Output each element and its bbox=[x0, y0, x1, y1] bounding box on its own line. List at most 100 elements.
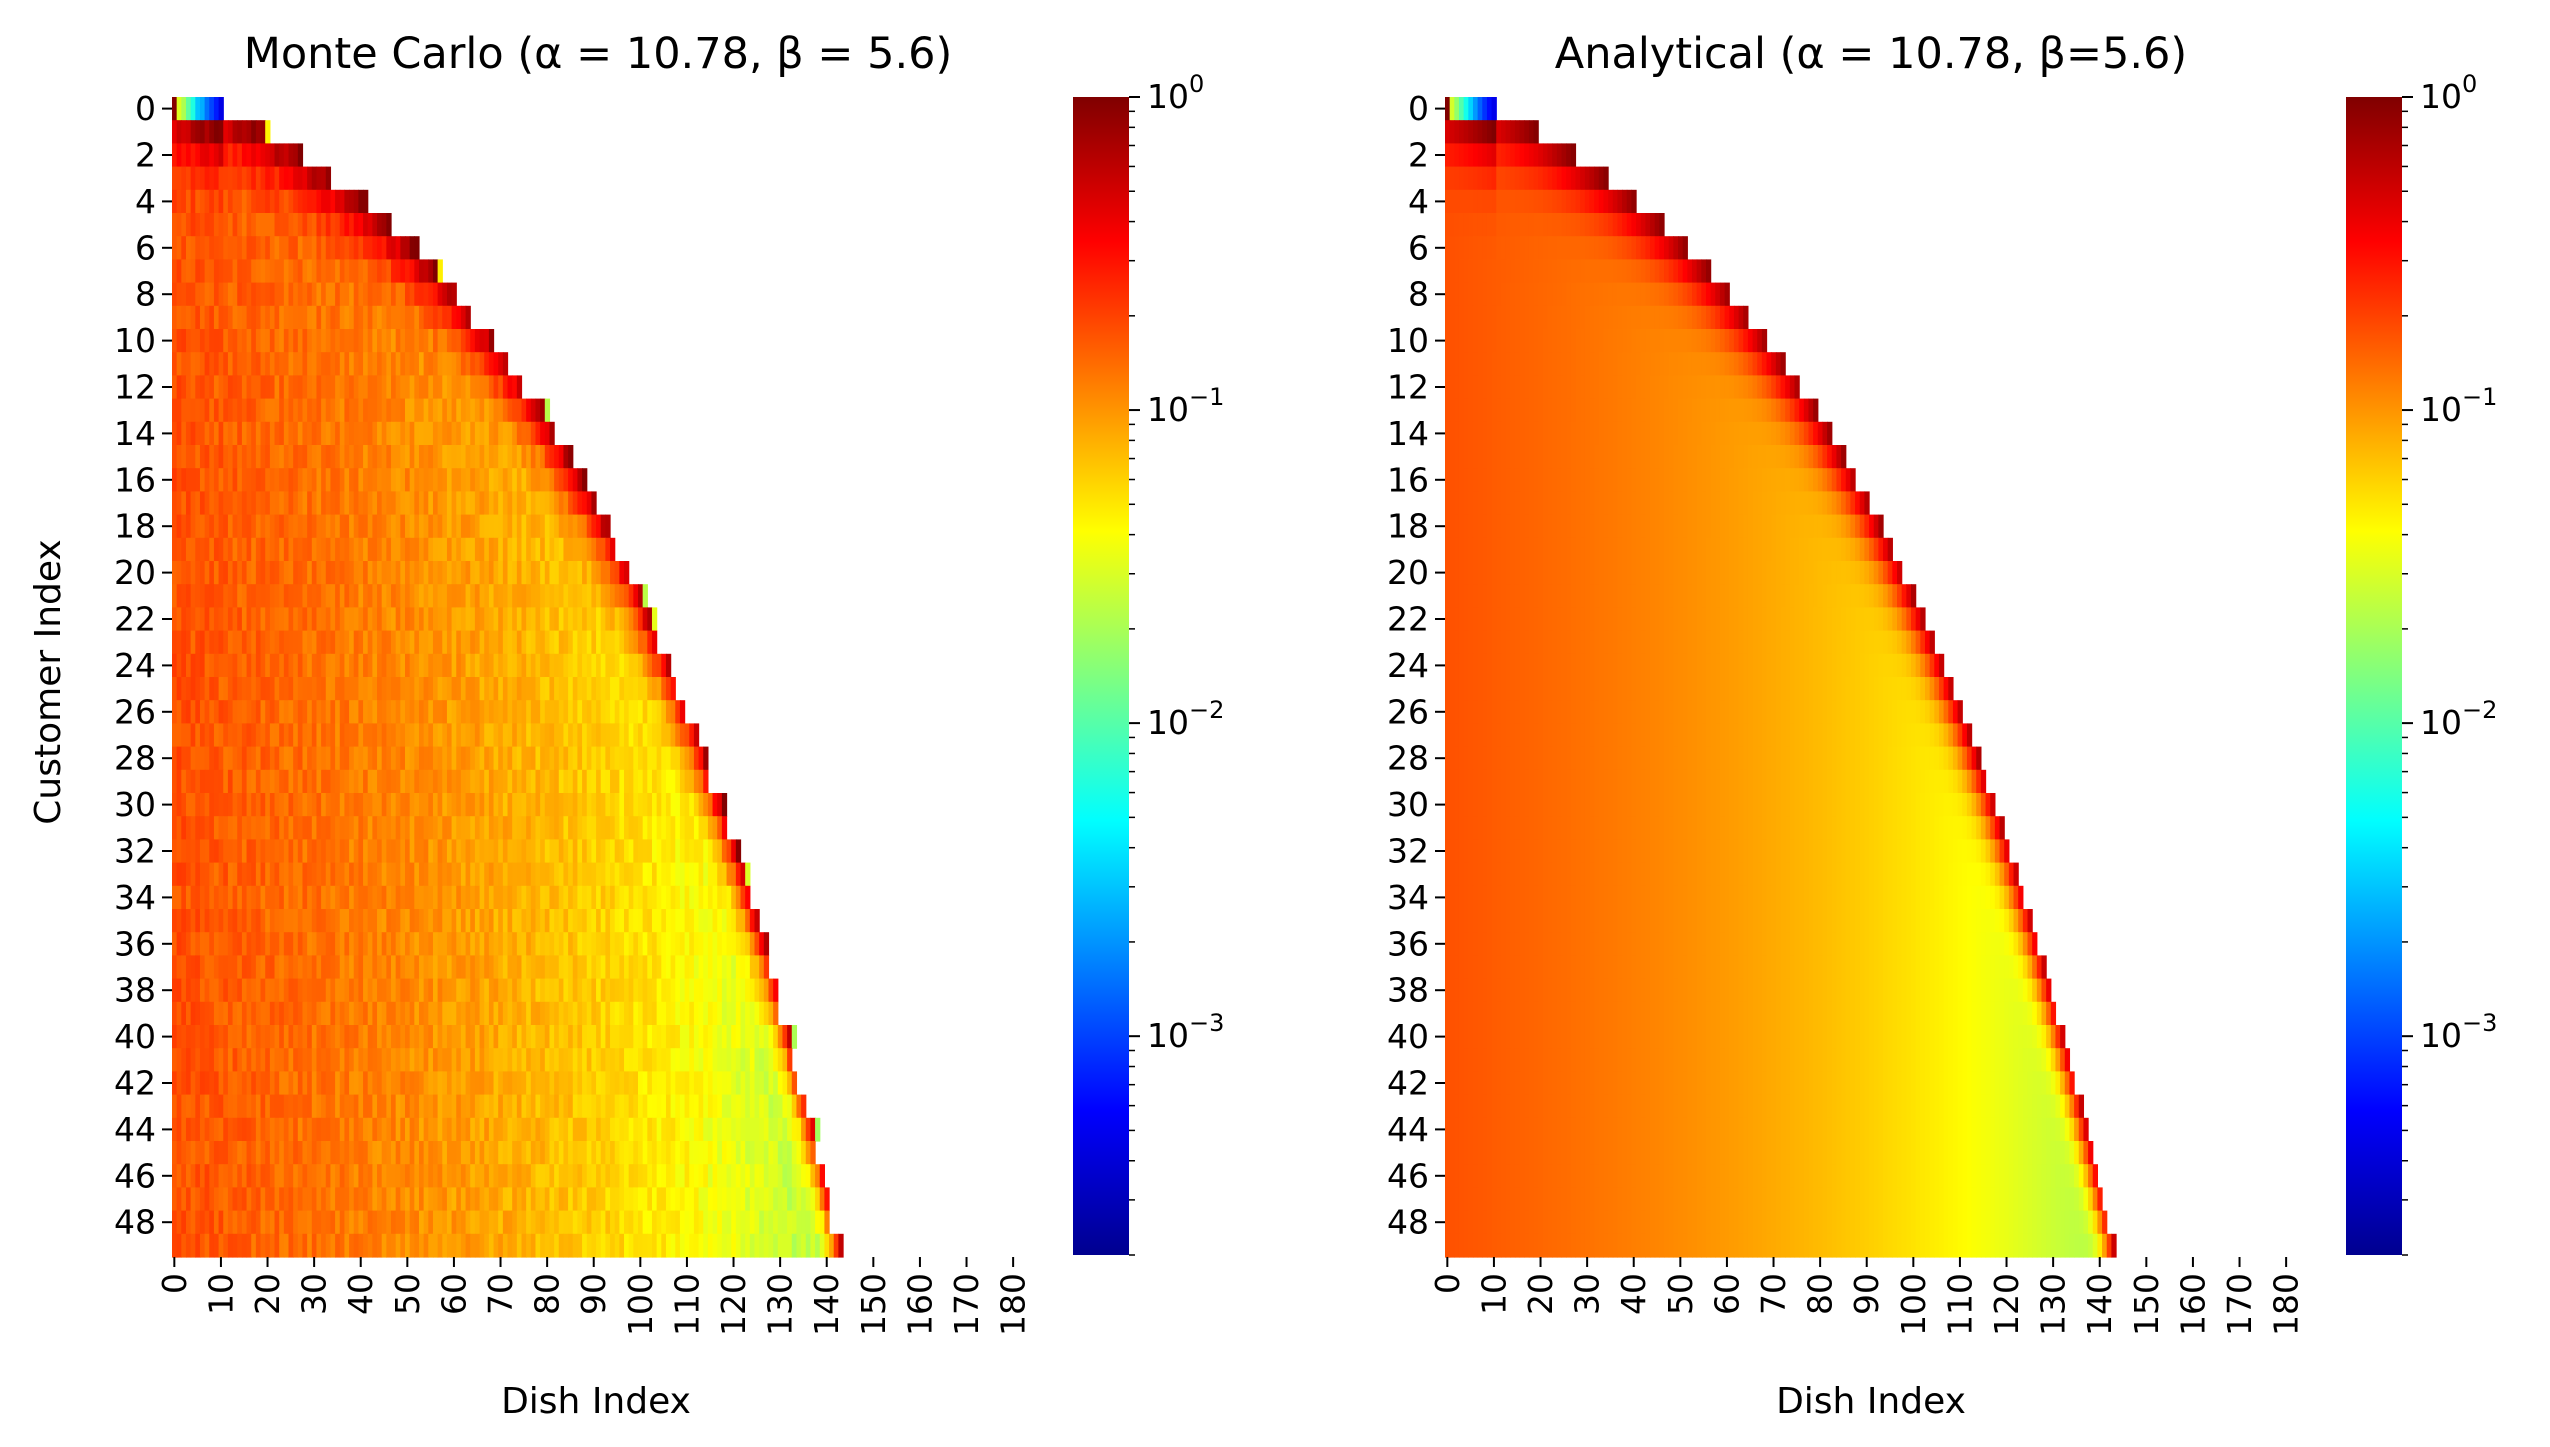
heatmap-cell bbox=[638, 932, 644, 956]
heatmap-cell bbox=[349, 1187, 355, 1212]
heatmap-cell bbox=[358, 653, 364, 678]
heatmap-cell bbox=[227, 909, 234, 933]
heatmap-cell bbox=[400, 723, 406, 748]
heatmap-cell bbox=[740, 885, 746, 910]
heatmap-cell bbox=[670, 1164, 676, 1188]
heatmap-cell bbox=[386, 282, 392, 307]
heatmap-cell bbox=[363, 236, 369, 260]
heatmap-cell bbox=[255, 1048, 262, 1072]
heatmap-cell bbox=[283, 1210, 290, 1235]
heatmap-cell bbox=[353, 329, 359, 353]
heatmap-cell bbox=[540, 630, 546, 655]
heatmap-cell bbox=[172, 607, 178, 632]
heatmap-cell bbox=[633, 839, 639, 864]
heatmap-cell bbox=[451, 421, 457, 446]
heatmap-cell bbox=[642, 700, 648, 724]
heatmap-cell bbox=[563, 1233, 569, 1258]
heatmap-cell bbox=[339, 445, 346, 469]
heatmap-cell bbox=[446, 352, 453, 376]
heatmap-cell bbox=[628, 1117, 634, 1142]
heatmap-cell bbox=[437, 514, 443, 539]
heatmap-cell bbox=[530, 1210, 537, 1235]
heatmap-cell bbox=[451, 630, 457, 655]
heatmap-cell bbox=[707, 793, 714, 817]
heatmap-cell bbox=[335, 1141, 341, 1165]
heatmap-cell bbox=[265, 375, 271, 400]
heatmap-cell bbox=[265, 259, 271, 284]
heatmap-cell bbox=[707, 1048, 714, 1072]
heatmap-cell bbox=[572, 862, 579, 887]
heatmap-cell bbox=[381, 723, 387, 748]
heatmap-cell bbox=[423, 1164, 429, 1188]
heatmap-cell bbox=[307, 305, 313, 330]
heatmap-cell bbox=[391, 932, 397, 956]
heatmap-cell bbox=[405, 584, 411, 608]
heatmap-cell bbox=[703, 955, 709, 980]
heatmap-cell bbox=[610, 537, 616, 562]
heatmap-cell bbox=[330, 816, 336, 840]
heatmap-cell bbox=[367, 329, 373, 353]
heatmap-cell bbox=[279, 978, 285, 1003]
heatmap-cell bbox=[502, 1025, 509, 1049]
heatmap-cell bbox=[265, 793, 271, 817]
heatmap-cell bbox=[232, 677, 238, 701]
heatmap-cell bbox=[777, 1187, 784, 1212]
heatmap-cell bbox=[665, 1117, 672, 1142]
heatmap-cell bbox=[386, 723, 392, 748]
heatmap-cell bbox=[321, 236, 327, 260]
heatmap-cell bbox=[670, 885, 676, 910]
heatmap-cell bbox=[255, 1025, 262, 1049]
heatmap-cell bbox=[540, 769, 546, 794]
heatmap-cell bbox=[395, 1048, 401, 1072]
heatmap-cell bbox=[535, 723, 541, 748]
heatmap-cell bbox=[418, 282, 425, 307]
heatmap-cell bbox=[218, 213, 224, 237]
heatmap-cell bbox=[437, 746, 443, 771]
heatmap-cell bbox=[241, 491, 248, 516]
heatmap-cell bbox=[386, 1141, 392, 1165]
heatmap-cell bbox=[172, 329, 178, 353]
heatmap-cell bbox=[377, 561, 383, 585]
heatmap-cell bbox=[460, 398, 467, 423]
heatmap-cell bbox=[777, 1164, 784, 1188]
heatmap-cell bbox=[241, 1210, 248, 1235]
heatmap-cell bbox=[432, 1048, 439, 1072]
heatmap-cell bbox=[241, 932, 248, 956]
heatmap-cell bbox=[656, 1048, 662, 1072]
heatmap-cell bbox=[227, 1233, 234, 1258]
heatmap-cell bbox=[400, 352, 406, 376]
heatmap-cell bbox=[293, 793, 299, 817]
heatmap-cell bbox=[344, 1025, 350, 1049]
heatmap-cell bbox=[647, 955, 653, 980]
heatmap-cell bbox=[265, 746, 271, 771]
heatmap-cell bbox=[484, 746, 490, 771]
heatmap-cell bbox=[544, 1187, 551, 1212]
heatmap-cell bbox=[470, 862, 476, 887]
heatmap-cell bbox=[344, 885, 350, 910]
heatmap-cell bbox=[456, 537, 462, 562]
heatmap-cell bbox=[381, 468, 387, 492]
heatmap-cell bbox=[596, 1094, 602, 1119]
heatmap-cell bbox=[675, 746, 681, 771]
heatmap-cell bbox=[358, 1210, 364, 1235]
heatmap-cell bbox=[358, 769, 364, 794]
heatmap-cell bbox=[344, 1117, 350, 1142]
heatmap-cell bbox=[624, 793, 630, 817]
heatmap-cell bbox=[689, 1233, 695, 1258]
heatmap-cell bbox=[185, 862, 192, 887]
heatmap-cell bbox=[628, 1233, 634, 1258]
heatmap-cell bbox=[735, 1210, 742, 1235]
heatmap-cell bbox=[526, 607, 532, 632]
heatmap-cell bbox=[540, 816, 546, 840]
heatmap-cell bbox=[335, 282, 341, 307]
heatmap-cell bbox=[218, 1094, 224, 1119]
heatmap-cell bbox=[307, 769, 313, 794]
heatmap-cell bbox=[619, 978, 625, 1003]
heatmap-cell bbox=[493, 1094, 499, 1119]
heatmap-cell bbox=[349, 1141, 355, 1165]
heatmap-cell bbox=[400, 1233, 406, 1258]
heatmap-cell bbox=[190, 932, 196, 956]
heatmap-cell bbox=[302, 653, 308, 678]
heatmap-cell bbox=[726, 1117, 732, 1142]
heatmap-cell bbox=[414, 352, 420, 376]
